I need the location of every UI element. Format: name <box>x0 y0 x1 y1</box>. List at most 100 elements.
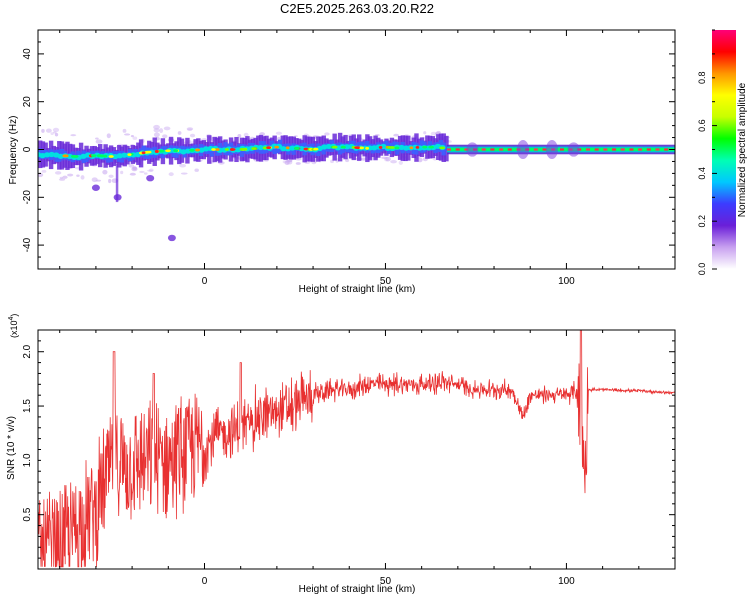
y-tick-label: 1.5 <box>22 399 33 413</box>
noise-speck <box>41 169 47 173</box>
hot-spot <box>158 149 165 153</box>
noise-speck <box>390 160 397 164</box>
noise-speck <box>162 134 168 139</box>
hot-spot <box>62 154 68 158</box>
hot-spot <box>422 145 428 149</box>
noise-speck <box>95 139 103 144</box>
colorbar-tick-label: 0.0 <box>697 263 707 276</box>
noise-speck <box>189 133 196 138</box>
x-tick-label: 100 <box>558 276 575 287</box>
snr-panel: 0 50 100 0.5 1.0 1.5 2.0 Height of straight li… <box>6 314 676 595</box>
hot-spot <box>141 151 146 155</box>
hot-spot <box>378 146 383 149</box>
noise-speck <box>153 132 160 138</box>
noise-speck <box>179 163 186 168</box>
noise-speck <box>139 170 145 173</box>
noise-speck <box>153 124 160 130</box>
noise-speck <box>285 159 293 163</box>
noise-speck <box>168 172 174 177</box>
noise-speck <box>129 172 136 176</box>
flat-hot-segment <box>629 148 634 151</box>
noise-speck <box>159 128 164 134</box>
flat-hot-segment <box>664 148 669 151</box>
flat-hot-segment <box>507 148 512 151</box>
hot-spot <box>100 154 105 158</box>
hot-spot <box>189 148 195 152</box>
snr-frame <box>37 329 676 570</box>
noise-speck <box>95 137 99 140</box>
noise-speck <box>295 162 301 165</box>
hot-spot <box>71 154 77 158</box>
noise-speck <box>132 166 137 171</box>
noise-speck <box>345 158 350 163</box>
noise-speck <box>132 136 138 140</box>
noise-speck <box>106 133 111 139</box>
noise-speck <box>237 134 242 138</box>
hot-spot <box>303 147 309 151</box>
noise-speck <box>52 131 57 134</box>
noise-speck <box>385 156 391 162</box>
flat-hot-segment <box>594 148 599 151</box>
noise-speck <box>102 169 108 175</box>
flat-hot-segment <box>481 148 486 151</box>
flat-hot-segment <box>490 148 495 151</box>
noise-speck <box>187 128 193 131</box>
hot-spot <box>358 146 365 150</box>
hot-spot <box>173 149 179 153</box>
noise-speck <box>447 140 452 143</box>
noise-speck <box>398 160 403 165</box>
vertical-streak <box>115 163 119 203</box>
noise-speck <box>417 157 423 163</box>
flat-hot-segment <box>655 148 660 151</box>
hot-spot <box>365 146 370 150</box>
noise-speck <box>361 157 367 161</box>
core-blob <box>257 144 264 151</box>
noise-speck <box>41 128 45 133</box>
flat-hot-segment <box>585 148 590 151</box>
noise-speck <box>80 175 85 180</box>
hot-spot <box>195 148 201 152</box>
spectrogram-x-axis-label: Height of straight line (km) <box>299 284 416 295</box>
noise-speck <box>120 170 124 175</box>
noise-speck <box>52 127 60 133</box>
noise-speck <box>423 131 427 135</box>
isolated-spot <box>146 174 155 182</box>
noise-speck <box>194 168 199 172</box>
noise-speck <box>45 128 52 133</box>
snr-series-line <box>38 330 675 568</box>
colorbar-gradient <box>712 30 736 269</box>
noise-speck <box>148 168 154 172</box>
noise-speck <box>58 178 66 181</box>
flat-hot-segment <box>542 148 547 151</box>
hot-spot <box>313 147 319 151</box>
band-cell <box>444 144 449 151</box>
hot-spot <box>154 150 159 153</box>
hot-spot <box>387 145 392 149</box>
x-tick-label: 50 <box>380 276 392 287</box>
noise-speck <box>180 172 188 175</box>
y-tick-label: 0.5 <box>22 507 33 521</box>
core-blob <box>121 152 128 158</box>
hot-spot <box>215 148 220 151</box>
colorbar-axis: 0.0 0.2 0.4 0.6 0.8 <box>697 29 717 276</box>
hot-spot <box>340 145 346 149</box>
hot-spot <box>415 145 420 149</box>
core-blob <box>325 143 333 150</box>
hot-spot <box>127 153 132 157</box>
noise-speck <box>295 158 302 161</box>
noise-speck <box>186 127 194 131</box>
x-tick-label: 50 <box>380 576 392 587</box>
noise-speck <box>54 132 59 137</box>
colorbar-tick-label: 0.6 <box>697 119 707 132</box>
colorbar: 0.0 0.2 0.4 0.6 0.8 Normalized spectral ampl… <box>697 29 748 276</box>
spectrogram-plot-area <box>38 124 675 242</box>
hot-spot <box>285 146 290 150</box>
hot-spot <box>409 146 414 150</box>
noise-speck <box>54 171 62 175</box>
hot-spot <box>294 147 300 150</box>
snr-axes: 0 50 100 0.5 1.0 1.5 2.0 <box>22 329 676 587</box>
hot-spot <box>165 149 171 153</box>
snr-y-axis-label: SNR (10 * v/v) <box>6 416 17 480</box>
flat-hot-segment <box>638 148 643 151</box>
noise-speck <box>147 169 154 172</box>
